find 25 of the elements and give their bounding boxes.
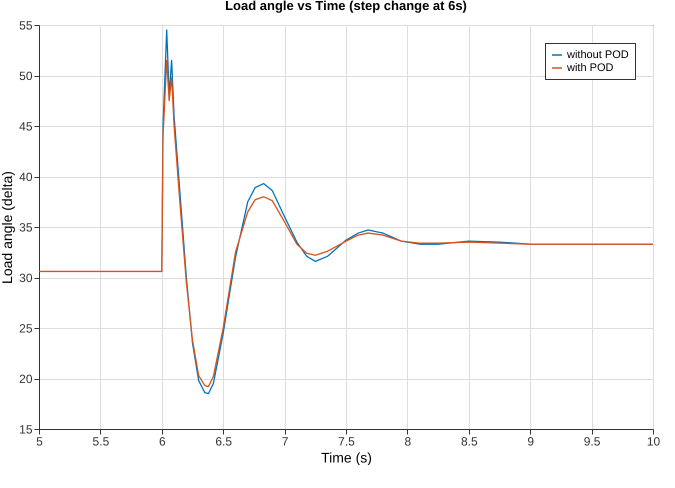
y-tick-label: 15 [19, 422, 33, 436]
line-series [39, 60, 653, 388]
x-tick-label: 10 [646, 434, 660, 448]
x-tick-label: 9 [527, 434, 534, 448]
y-tick-label: 35 [19, 220, 33, 234]
x-tick-label: 7 [282, 434, 289, 448]
x-tick-label: 5 [36, 434, 44, 448]
x-tick-label: 8 [404, 434, 412, 448]
x-tick-label: 7.5 [338, 434, 356, 448]
y-tick-label: 30 [19, 271, 33, 285]
legend-label: without POD [566, 49, 629, 61]
y-tick-label: 45 [19, 120, 33, 134]
y-tick-label: 25 [19, 322, 33, 336]
x-tick-label: 9.5 [584, 434, 601, 448]
y-tick-label: 40 [19, 170, 33, 184]
y-axis-title: Load angle (delta) [0, 171, 16, 284]
x-tick-label: 5.5 [92, 434, 110, 448]
chart-title: Load angle vs Time (step change at 6s) [225, 0, 467, 13]
x-tick-label: 8.5 [460, 434, 478, 448]
y-tick-label: 50 [19, 69, 33, 83]
legend-label: with POD [566, 62, 614, 74]
y-tick-label: 20 [19, 372, 33, 386]
x-tick-label: 6.5 [215, 434, 232, 448]
y-tick-label: 55 [19, 18, 33, 32]
x-tick-label: 6 [158, 434, 166, 448]
